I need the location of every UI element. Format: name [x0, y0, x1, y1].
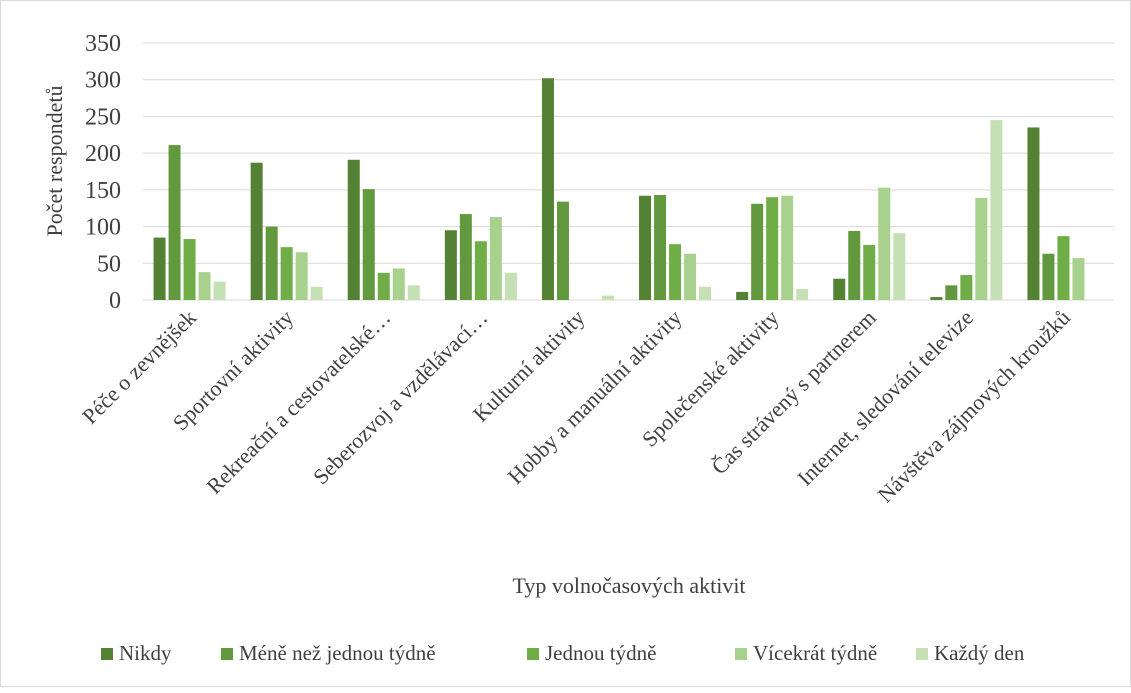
legend-swatch [735, 648, 747, 660]
bar [945, 285, 958, 300]
bar [781, 195, 794, 300]
bar [1042, 253, 1055, 300]
bar [407, 285, 420, 300]
bar [766, 197, 779, 300]
bar [669, 244, 682, 300]
legend: Nikdy Méně než jednou týdně Jednou týdně Ví… [101, 641, 1025, 665]
y-tick-label: 300 [85, 68, 121, 94]
y-axis-label: Počet respondetů [42, 86, 67, 237]
bar [310, 286, 323, 300]
bar [153, 237, 166, 300]
bar [863, 244, 876, 300]
y-tick-label: 50 [97, 251, 121, 277]
legend-label: Nikdy [119, 641, 172, 665]
bar [556, 201, 569, 300]
bar [684, 253, 697, 300]
bar [280, 247, 293, 300]
bar [504, 272, 517, 300]
bar [1027, 127, 1040, 300]
y-tick-label: 0 [109, 288, 121, 314]
legend-label: Vícekrát týdně [753, 641, 877, 665]
legend-label: Každý den [934, 641, 1025, 665]
x-tick-label: Internet, sledování televize [792, 305, 978, 491]
bar [459, 214, 472, 300]
x-tick-label: Rekreační a cestovatelské… [201, 305, 395, 499]
bar [213, 281, 226, 300]
x-tick-label: Seberozvoj a vzdělávací… [308, 305, 492, 489]
bar [295, 252, 308, 300]
legend-label: Jednou týdně [545, 641, 656, 665]
legend-swatch [527, 648, 539, 660]
y-tick-label: 100 [85, 215, 121, 241]
legend-swatch [221, 648, 233, 660]
bar [960, 275, 973, 300]
legend-label: Méně než jednou týdně [239, 641, 436, 665]
bar [541, 78, 554, 300]
bar [250, 162, 263, 300]
y-axis-ticks: 0 50 100 150 200 250 300 350 [85, 31, 121, 314]
bar [474, 241, 487, 300]
bar [265, 226, 278, 300]
legend-swatch [101, 648, 113, 660]
bar [736, 291, 749, 300]
bar [654, 194, 667, 300]
bar [639, 195, 652, 300]
bar [198, 272, 211, 300]
bar [833, 278, 846, 300]
bar [362, 189, 375, 300]
bar [392, 268, 405, 300]
bar [489, 217, 502, 300]
x-tick-label: Čas strávený s partnerem [706, 305, 880, 479]
bar [751, 203, 764, 300]
y-tick-label: 350 [85, 31, 121, 57]
bar [878, 187, 891, 300]
x-tick-label: Návštěva zájmových kroužků [872, 305, 1075, 508]
bar [444, 230, 457, 300]
bar [975, 197, 988, 300]
bar [848, 230, 861, 300]
bar [168, 145, 181, 300]
y-tick-label: 200 [85, 141, 121, 167]
bar [377, 272, 390, 300]
legend-swatch [916, 648, 928, 660]
x-axis-label: Typ volnočasových aktivit [512, 573, 745, 598]
bar [347, 159, 360, 300]
bar [183, 239, 196, 300]
bar [796, 288, 809, 300]
bar [601, 295, 614, 300]
y-tick-label: 150 [85, 178, 121, 204]
bar [1072, 258, 1085, 300]
bars [153, 78, 1085, 300]
bar [1057, 236, 1070, 300]
bar [930, 297, 943, 300]
x-tick-label: Hobby a manuální aktivity [503, 305, 687, 489]
bar [893, 233, 906, 300]
y-tick-label: 250 [85, 104, 121, 130]
bar [990, 120, 1003, 300]
bar [699, 286, 712, 300]
